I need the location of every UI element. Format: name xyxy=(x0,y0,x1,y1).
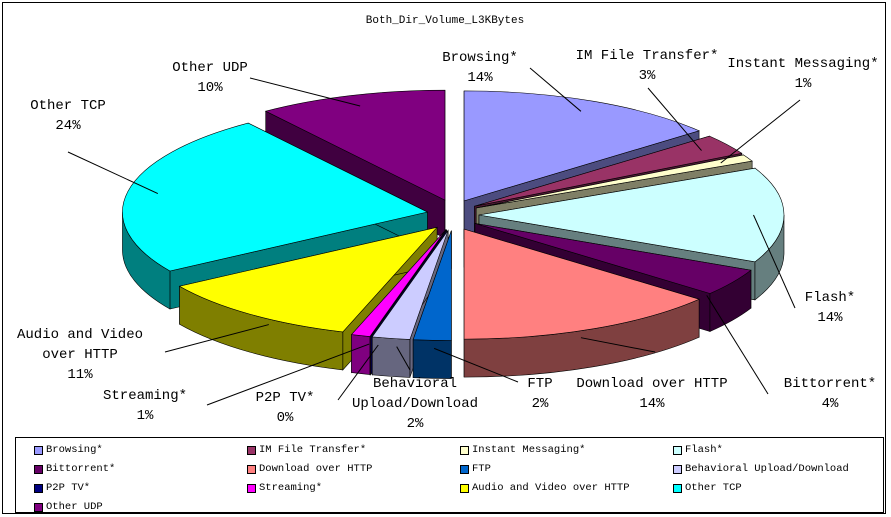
leader-line xyxy=(337,344,379,401)
data-label: IM File Transfer* 3% xyxy=(576,46,719,86)
legend-swatch xyxy=(673,446,682,455)
slice xyxy=(478,167,785,263)
leader-line xyxy=(67,151,159,194)
legend-swatch xyxy=(460,484,469,493)
legend-label: Download over HTTP xyxy=(259,463,373,475)
label-value: 2% xyxy=(531,396,549,412)
slice xyxy=(370,229,447,337)
data-label: Browsing* 14% xyxy=(442,48,518,88)
legend-label: Other UDP xyxy=(46,501,103,513)
data-label: P2P TV* 0% xyxy=(256,388,315,428)
label-value: 0% xyxy=(276,410,294,426)
legend-swatch xyxy=(460,465,469,474)
label-category: IM File Transfer* xyxy=(575,48,719,64)
legend-swatch xyxy=(247,446,256,455)
slice xyxy=(474,223,752,294)
slice xyxy=(463,228,700,340)
leader-line xyxy=(720,99,801,164)
label-category: Other TCP xyxy=(30,98,106,114)
legend-label: P2P TV* xyxy=(46,482,91,494)
leader-line xyxy=(396,346,411,371)
slice xyxy=(371,230,449,340)
label-value: 3% xyxy=(638,68,656,84)
data-label: Flash* 14% xyxy=(805,288,855,328)
slice xyxy=(412,230,452,341)
data-label: Audio and Video over HTTP 11% xyxy=(0,325,160,385)
label-value: 14% xyxy=(639,396,665,412)
data-label: Bittorrent* 4% xyxy=(784,374,876,414)
slice xyxy=(476,154,753,209)
leader-line xyxy=(753,214,796,309)
label-category: Flash* xyxy=(804,290,856,306)
legend-swatch xyxy=(673,484,682,493)
legend-swatch xyxy=(247,465,256,474)
label-category: Bittorrent* xyxy=(783,376,877,392)
slice xyxy=(474,135,743,207)
label-value: 1% xyxy=(794,76,812,92)
legend-swatch xyxy=(34,484,43,493)
legend-label: FTP xyxy=(472,463,491,475)
label-category: Audio and Video over HTTP xyxy=(16,327,144,363)
legend-label: Browsing* xyxy=(46,444,103,456)
legend-label: Audio and Video over HTTP xyxy=(472,482,630,494)
leader-line xyxy=(706,295,769,395)
leader-line xyxy=(206,343,370,406)
legend-box xyxy=(15,437,884,513)
legend-swatch xyxy=(34,465,43,474)
slice-side xyxy=(371,336,411,378)
label-value: 4% xyxy=(821,396,839,412)
leader-line xyxy=(647,87,702,151)
legend-label: IM File Transfer* xyxy=(259,444,367,456)
data-label: Behavioral Upload/Download 2% xyxy=(345,374,485,434)
legend-label: Bittorrent* xyxy=(46,463,116,475)
legend-swatch xyxy=(34,503,43,512)
label-value: 14% xyxy=(467,70,493,86)
slice-side xyxy=(412,339,452,379)
label-value: 24% xyxy=(55,118,81,134)
label-category: Browsing* xyxy=(442,50,518,66)
leader-line xyxy=(249,77,361,107)
label-category: P2P TV* xyxy=(255,390,315,406)
label-category: Other UDP xyxy=(172,60,248,76)
legend-swatch xyxy=(673,465,682,474)
data-label: Other TCP 24% xyxy=(30,96,106,136)
legend-label: Streaming* xyxy=(259,482,323,494)
legend-label: Flash* xyxy=(685,444,723,456)
data-label: Instant Messaging* 1% xyxy=(727,54,878,94)
slice xyxy=(264,89,446,201)
leader-line xyxy=(433,347,519,383)
data-label: Streaming* 1% xyxy=(103,386,187,426)
leader-line xyxy=(580,337,656,353)
legend-swatch xyxy=(460,446,469,455)
leader-line xyxy=(164,324,269,353)
label-category: Streaming* xyxy=(102,388,188,404)
label-category: FTP xyxy=(527,376,553,392)
chart-title: Both_Dir_Volume_L3KBytes xyxy=(366,15,524,27)
slice xyxy=(350,229,446,337)
legend-swatch xyxy=(34,446,43,455)
slice xyxy=(463,90,700,202)
legend-label: Behavioral Upload/Download xyxy=(685,463,849,475)
label-value: 2% xyxy=(406,416,424,432)
slice xyxy=(178,226,438,333)
legend-swatch xyxy=(247,484,256,493)
legend-label: Other TCP xyxy=(685,482,742,494)
label-category: Download over HTTP xyxy=(576,376,728,392)
data-label: FTP 2% xyxy=(527,374,552,414)
label-value: 14% xyxy=(817,310,843,326)
label-value: 11% xyxy=(67,367,93,383)
label-value: 10% xyxy=(197,80,223,96)
data-label: Other UDP 10% xyxy=(172,58,248,98)
label-category: Behavioral Upload/Download xyxy=(351,376,479,412)
data-label: Download over HTTP 14% xyxy=(576,374,727,414)
legend-label: Instant Messaging* xyxy=(472,444,586,456)
leader-line xyxy=(529,67,582,112)
label-category: Instant Messaging* xyxy=(727,56,879,72)
label-value: 1% xyxy=(136,408,154,424)
slice xyxy=(122,122,429,272)
